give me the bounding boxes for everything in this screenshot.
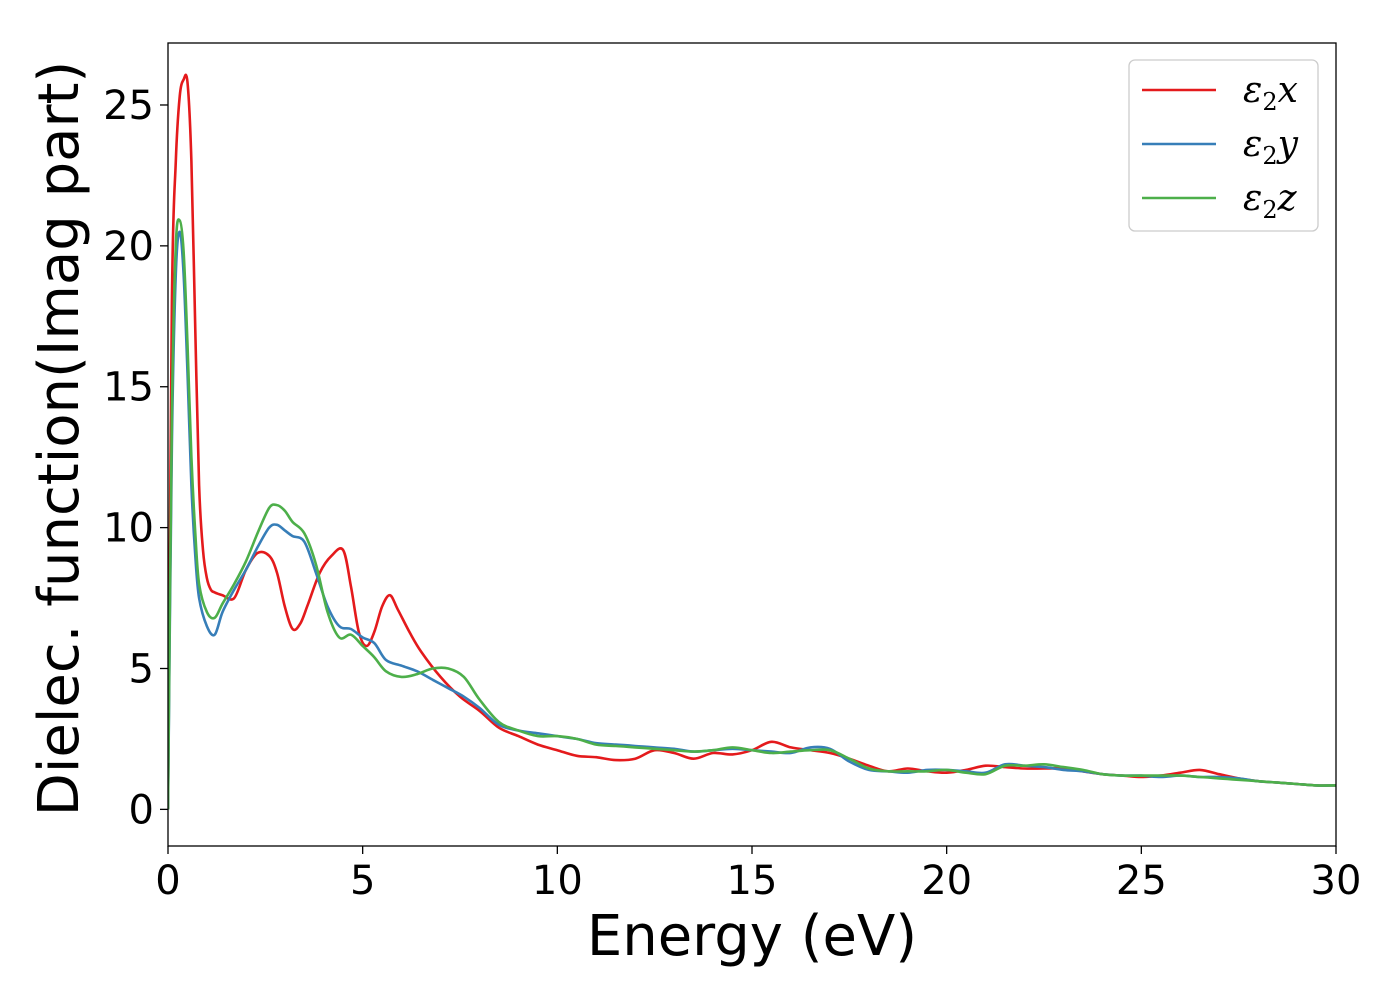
legend: ε2x ε2y ε2z xyxy=(1128,59,1319,232)
x-tick-label: 10 xyxy=(532,858,583,904)
x-tick-label: 15 xyxy=(727,858,778,904)
x-axis-title: Energy (eV) xyxy=(587,904,917,969)
legend-item-x: ε2x xyxy=(1142,70,1298,116)
x-tick-label: 20 xyxy=(921,858,972,904)
x-tick-label: 0 xyxy=(155,858,180,904)
y-tick-label: 10 xyxy=(103,506,154,552)
series-line-x xyxy=(168,73,1336,810)
legend-item-y: ε2y xyxy=(1142,124,1299,170)
legend-item-z: ε2z xyxy=(1142,178,1298,224)
legend-label: ε2z xyxy=(1243,178,1298,224)
series-layer xyxy=(168,73,1336,810)
series-line-y xyxy=(168,230,1336,810)
legend-label: ε2x xyxy=(1243,70,1298,116)
axes-layer: 0 5 10 15 20 25 30 0 5 10 15 20 25 xyxy=(103,42,1362,904)
y-tick-label: 0 xyxy=(129,787,154,833)
x-tick-label: 5 xyxy=(350,858,375,904)
x-tick-label: 25 xyxy=(1116,858,1167,904)
y-tick-label: 20 xyxy=(103,224,154,270)
x-tick-label: 30 xyxy=(1311,858,1362,904)
y-tick-label: 15 xyxy=(103,365,154,411)
series-line-z xyxy=(168,218,1336,810)
y-tick-label: 25 xyxy=(103,83,154,129)
legend-box xyxy=(1128,59,1319,232)
y-axis-title: Dielec. function(Imag part) xyxy=(27,61,92,817)
legend-label: ε2y xyxy=(1243,124,1299,170)
y-tick-label: 5 xyxy=(129,646,154,692)
